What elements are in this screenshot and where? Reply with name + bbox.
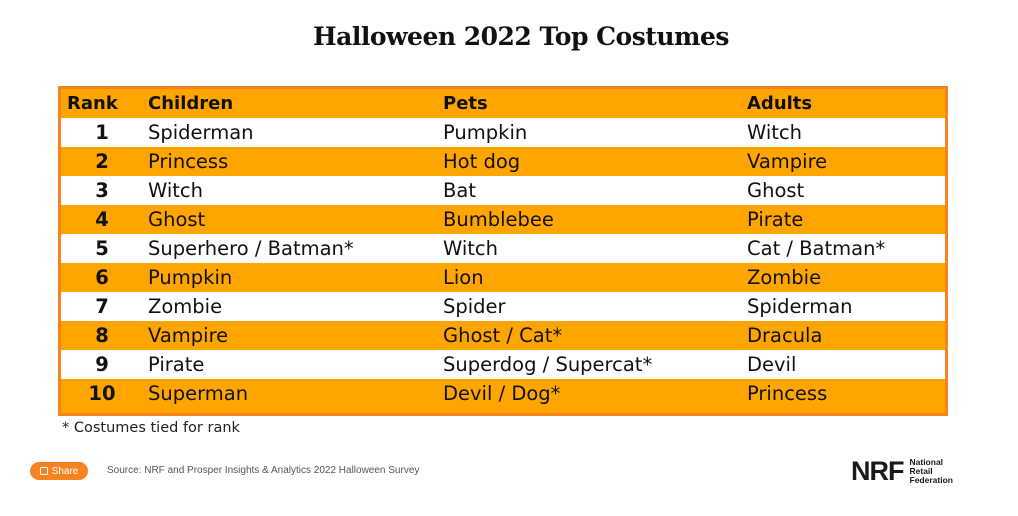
cell-pets: Lion xyxy=(443,266,484,289)
cell-children: Spiderman xyxy=(148,121,254,144)
table-row: 3 Witch Bat Ghost xyxy=(61,176,945,205)
cell-rank: 5 xyxy=(95,237,109,260)
cell-children: Pumpkin xyxy=(148,266,233,289)
cell-children: Vampire xyxy=(148,324,229,347)
nrf-logo: NRF National Retail Federation xyxy=(851,458,953,485)
logo-line-1: National xyxy=(909,457,944,467)
share-button[interactable]: Share xyxy=(30,462,88,480)
table-row: 1 Spiderman Pumpkin Witch xyxy=(61,118,945,147)
table-row: 4 Ghost Bumblebee Pirate xyxy=(61,205,945,234)
cell-rank: 2 xyxy=(95,150,109,173)
table-row: 9 Pirate Superdog / Supercat* Devil xyxy=(61,350,945,379)
chart-title: Halloween 2022 Top Costumes xyxy=(313,22,729,51)
cell-pets: Spider xyxy=(443,295,506,318)
logo-line-3: Federation xyxy=(909,475,953,485)
header-adults: Adults xyxy=(747,93,813,114)
table-row: 5 Superhero / Batman* Witch Cat / Batman* xyxy=(61,234,945,263)
cell-children: Ghost xyxy=(148,208,206,231)
cell-rank: 8 xyxy=(95,324,109,347)
cell-adults: Cat / Batman* xyxy=(747,237,886,260)
cell-children: Witch xyxy=(148,179,203,202)
cell-children: Zombie xyxy=(148,295,223,318)
share-icon xyxy=(39,467,48,475)
cell-pets: Hot dog xyxy=(443,150,521,173)
cell-adults: Dracula xyxy=(747,324,823,347)
table-header-row: Rank Children Pets Adults xyxy=(61,89,945,118)
cell-pets: Ghost / Cat* xyxy=(443,324,563,347)
logo-mark: NRF xyxy=(851,456,904,486)
cell-rank: 7 xyxy=(95,295,109,318)
table-row: 7 Zombie Spider Spiderman xyxy=(61,292,945,321)
cell-pets: Witch xyxy=(443,237,498,260)
cell-adults: Spiderman xyxy=(747,295,853,318)
cell-rank: 4 xyxy=(95,208,109,231)
cell-children: Pirate xyxy=(148,353,205,376)
cell-rank: 10 xyxy=(88,382,116,405)
header-children: Children xyxy=(148,93,234,114)
cell-pets: Superdog / Supercat* xyxy=(443,353,653,376)
cell-adults: Zombie xyxy=(747,266,822,289)
cell-pets: Devil / Dog* xyxy=(443,382,561,405)
cell-adults: Vampire xyxy=(747,150,828,173)
cell-rank: 6 xyxy=(95,266,109,289)
footnote: * Costumes tied for rank xyxy=(62,420,240,436)
cell-adults: Pirate xyxy=(747,208,804,231)
cell-adults: Devil xyxy=(747,353,797,376)
table-row: 8 Vampire Ghost / Cat* Dracula xyxy=(61,321,945,350)
cell-children: Superhero / Batman* xyxy=(148,237,354,260)
cell-rank: 9 xyxy=(95,353,109,376)
cell-pets: Bumblebee xyxy=(443,208,554,231)
header-rank: Rank xyxy=(67,93,118,114)
header-pets: Pets xyxy=(443,93,488,114)
source-note: Source: NRF and Prosper Insights & Analy… xyxy=(107,465,420,476)
cell-adults: Princess xyxy=(747,382,828,405)
share-label: Share xyxy=(51,465,79,477)
logo-text: National Retail Federation xyxy=(910,458,953,485)
cell-rank: 1 xyxy=(95,121,109,144)
table-row: 2 Princess Hot dog Vampire xyxy=(61,147,945,176)
cell-adults: Witch xyxy=(747,121,802,144)
table-row: 6 Pumpkin Lion Zombie xyxy=(61,263,945,292)
costume-table: Rank Children Pets Adults 1 Spiderman Pump… xyxy=(58,86,948,416)
cell-pets: Pumpkin xyxy=(443,121,528,144)
cell-pets: Bat xyxy=(443,179,476,202)
cell-rank: 3 xyxy=(95,179,109,202)
logo-line-2: Retail xyxy=(909,466,933,476)
cell-adults: Ghost xyxy=(747,179,805,202)
cell-children: Superman xyxy=(148,382,249,405)
table-row: 10 Superman Devil / Dog* Princess xyxy=(61,379,945,408)
cell-children: Princess xyxy=(148,150,229,173)
